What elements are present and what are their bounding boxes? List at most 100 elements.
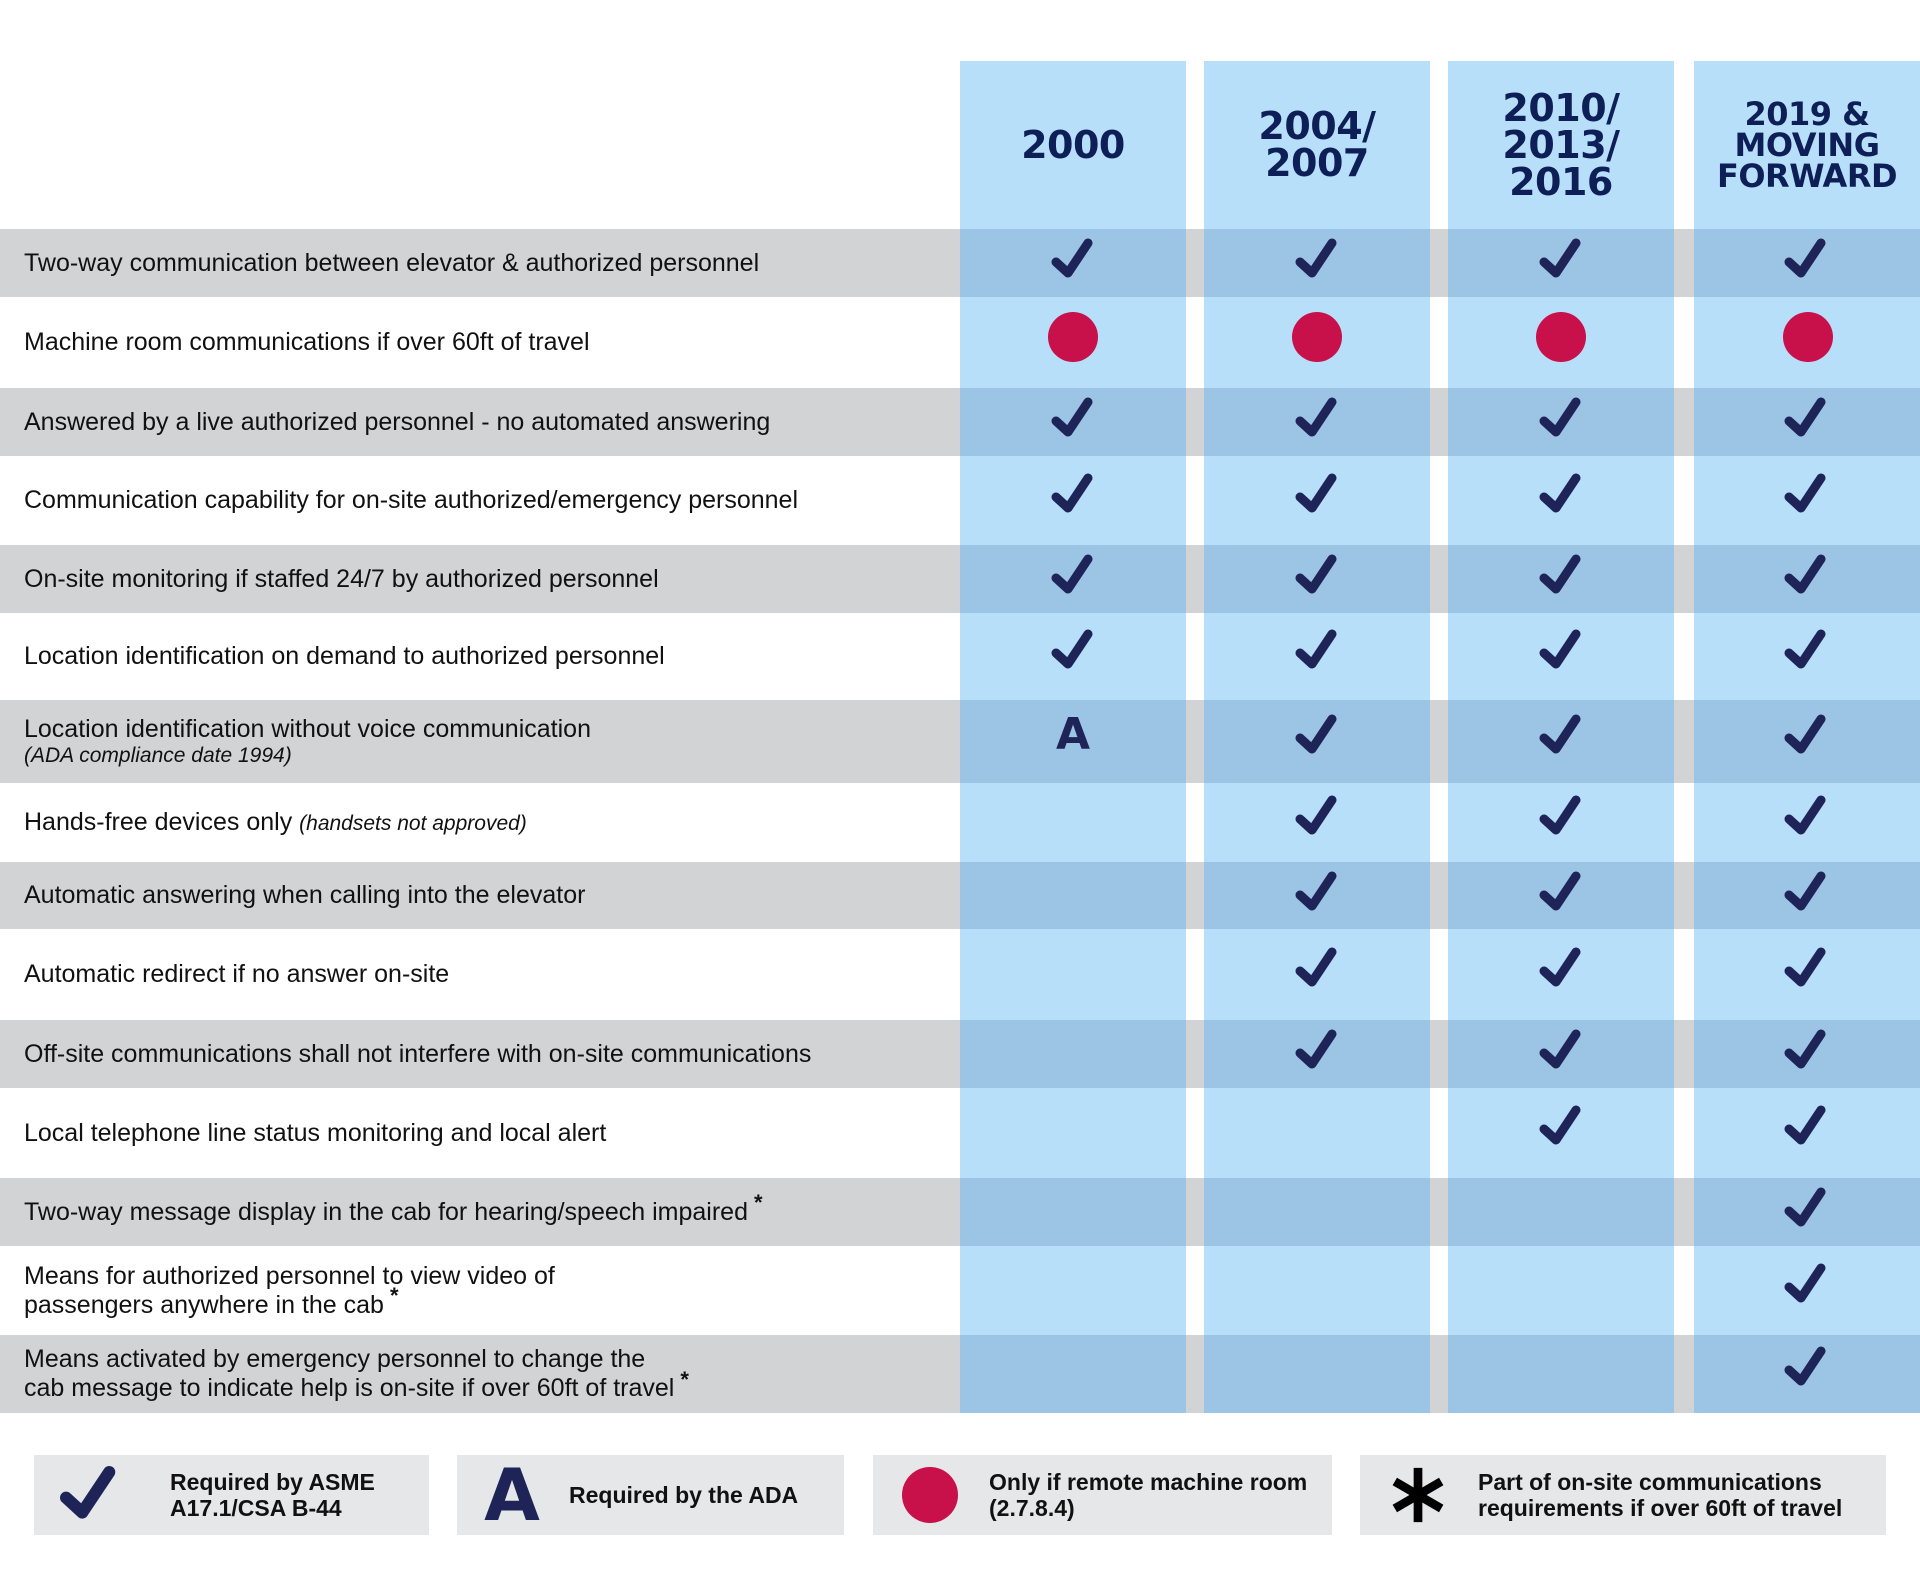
row-label: Location identification on demand to aut… [24, 613, 944, 700]
row-label: Communication capability for on-site aut… [24, 456, 944, 545]
requirement-label: Two-way communication between elevator &… [24, 248, 760, 277]
table-cell [1694, 456, 1920, 545]
check-icon [1050, 553, 1096, 599]
check-icon [1783, 870, 1829, 916]
table-cell [960, 1335, 1186, 1413]
requirement-text: Two-way communication between elevator &… [24, 249, 944, 278]
table-cell [960, 1020, 1186, 1088]
row-label: Means for authorized personnel to view v… [24, 1246, 944, 1335]
table-cell [1448, 613, 1674, 700]
requirement-text: Answered by a live authorized personnel … [24, 408, 944, 437]
row-label: Local telephone line status monitoring a… [24, 1088, 944, 1178]
check-icon [1294, 628, 1340, 674]
requirement-label: Machine room communications if over 60ft… [24, 328, 590, 356]
table-cell [1204, 545, 1430, 613]
requirement-label: Automatic redirect if no answer on-site [24, 960, 450, 988]
requirement-text: Automatic answering when calling into th… [24, 881, 944, 910]
table-cell [1448, 456, 1674, 545]
requirement-label: Communication capability for on-site aut… [24, 486, 799, 514]
table-cell [1448, 929, 1674, 1020]
check-icon [1294, 794, 1340, 840]
table-cell [1694, 700, 1920, 783]
requirement-text: Hands-free devices only (handsets not ap… [24, 808, 944, 838]
red-dot-icon [1048, 312, 1098, 362]
table-cell [1448, 1335, 1674, 1413]
table-cell [960, 297, 1186, 388]
check-icon [1783, 472, 1829, 518]
legend-item: A Required by the ADA [457, 1455, 844, 1535]
red-dot-icon [1536, 312, 1586, 362]
table-cell [1204, 456, 1430, 545]
table-cell [1448, 783, 1674, 862]
check-icon [1538, 628, 1584, 674]
table-cell [1204, 1178, 1430, 1246]
check-icon [1538, 396, 1584, 442]
requirement-label: Location identification on demand to aut… [24, 642, 665, 670]
table-cell: A [960, 700, 1186, 783]
row-label: Automatic answering when calling into th… [24, 862, 944, 929]
table-cell [1204, 229, 1430, 297]
table-cell [1694, 613, 1920, 700]
table-cell [1448, 1178, 1674, 1246]
table-cell [1204, 929, 1430, 1020]
table-cell [1448, 229, 1674, 297]
table-cell [960, 388, 1186, 456]
legend-item: Part of on-site communications requireme… [1360, 1455, 1886, 1535]
row-label: Off-site communications shall not interf… [24, 1020, 944, 1088]
check-icon [1294, 237, 1340, 283]
check-icon [1783, 713, 1829, 759]
check-icon [1538, 713, 1584, 759]
table-cell [1448, 1020, 1674, 1088]
requirement-text: Machine room communications if over 60ft… [24, 328, 944, 357]
column-header-label: 2004/ 2007 [1258, 104, 1376, 185]
red-dot [902, 1467, 958, 1523]
check-icon [1783, 1104, 1829, 1150]
row-label: Means activated by emergency personnel t… [24, 1335, 944, 1413]
column-header: 2000 [960, 61, 1186, 229]
row-label: On-site monitoring if staffed 24/7 by au… [24, 545, 944, 613]
table-cell [960, 1178, 1186, 1246]
requirement-text: Location identification without voice co… [24, 715, 944, 744]
check-icon [1783, 396, 1829, 442]
check-icon [1538, 1028, 1584, 1074]
red-dot-icon [1783, 312, 1833, 362]
check-icon [1783, 1028, 1829, 1074]
table-cell [960, 783, 1186, 862]
table-cell [1694, 545, 1920, 613]
table-cell [1448, 297, 1674, 388]
requirement-label: Two-way message display in the cab for h… [24, 1197, 748, 1226]
table-cell [1204, 700, 1430, 783]
table-cell [1204, 1088, 1430, 1178]
table-cell [1694, 1020, 1920, 1088]
table-cell [1448, 862, 1674, 929]
requirement-label: Automatic answering when calling into th… [24, 881, 586, 909]
check-icon [1294, 472, 1340, 518]
check-icon [1538, 946, 1584, 992]
check-icon [1294, 1028, 1340, 1074]
table-cell [1694, 929, 1920, 1020]
check-icon [1783, 946, 1829, 992]
check-icon [1538, 794, 1584, 840]
table-cell [960, 1246, 1186, 1335]
check-icon [1538, 237, 1584, 283]
table-cell [1694, 862, 1920, 929]
table-cell [1694, 388, 1920, 456]
column-header-label: 2019 & MOVING FORWARD [1716, 94, 1898, 195]
check-icon [1050, 628, 1096, 674]
red-dot-icon [1292, 312, 1342, 362]
row-label: Machine room communications if over 60ft… [24, 297, 944, 388]
table-cell [1204, 1020, 1430, 1088]
legend-text: Required by the ADA [569, 1482, 799, 1508]
check-icon [1294, 553, 1340, 599]
requirement-text: Means activated by emergency personnel t… [24, 1345, 944, 1403]
asterisk-icon [1370, 1466, 1466, 1524]
asterisk-icon: * [389, 1283, 399, 1309]
table-cell [1694, 229, 1920, 297]
table-cell [1448, 545, 1674, 613]
requirement-text: Two-way message display in the cab for h… [24, 1192, 944, 1227]
check-icon [1783, 1262, 1829, 1308]
table-cell [1204, 613, 1430, 700]
column-header: 2010/ 2013/ 2016 [1448, 61, 1674, 229]
requirement-note: (handsets not approved) [299, 811, 527, 835]
requirement-label: Off-site communications shall not interf… [24, 1039, 812, 1068]
